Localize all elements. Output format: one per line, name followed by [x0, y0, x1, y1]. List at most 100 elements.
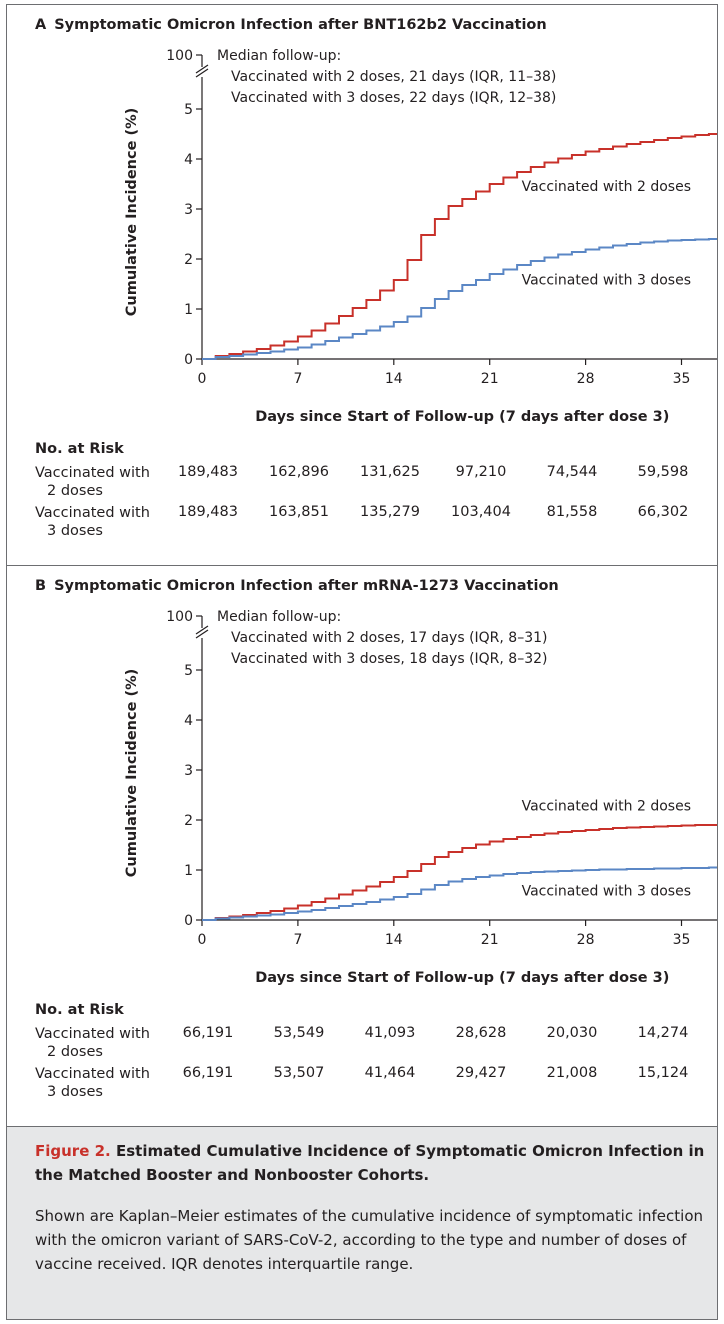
risk-value: 162,896 [269, 464, 329, 480]
y-tick-label: 0 [184, 352, 193, 368]
x-tick-label: 35 [673, 932, 691, 948]
x-tick-label: 28 [577, 371, 595, 387]
risk-label-line2: 3 doses [47, 523, 103, 539]
figure-frame [6, 4, 718, 1320]
risk-row-b-2doses: Vaccinated with 2 doses 66,191 53,549 41,… [35, 1025, 715, 1065]
risk-value: 41,093 [364, 1025, 416, 1041]
risk-value: 53,507 [273, 1065, 325, 1081]
risk-value: 74,544 [546, 464, 598, 480]
followup-3-doses: Vaccinated with 3 doses, 18 days (IQR, 8… [231, 651, 548, 667]
risk-value: 131,625 [360, 464, 420, 480]
y-tick-label: 4 [184, 152, 193, 168]
x-tick-label: 21 [481, 932, 499, 948]
risk-label-line2: 2 doses [47, 483, 103, 499]
risk-value: 81,558 [546, 504, 598, 520]
risk-label-line1: Vaccinated with [35, 505, 150, 521]
risk-value: 97,210 [455, 464, 507, 480]
risk-value: 135,279 [360, 504, 420, 520]
risk-value: 103,404 [451, 504, 511, 520]
y-tick-label: 3 [184, 202, 193, 218]
risk-value: 66,191 [182, 1065, 234, 1081]
caption-divider [7, 1126, 717, 1127]
panel-b-title-text: Symptomatic Omicron Infection after mRNA… [54, 578, 559, 594]
series-line-2-doses [202, 824, 717, 921]
y-tick-label: 1 [184, 863, 193, 879]
risk-value: 189,483 [178, 464, 238, 480]
x-tick-label: 7 [293, 371, 302, 387]
caption-title: Figure 2. Estimated Cumulative Incidence… [35, 1139, 705, 1187]
axis-break-mark [195, 629, 209, 639]
y-tick-label: 100 [166, 609, 193, 625]
risk-table-a-header: No. at Risk [35, 441, 124, 457]
followup-heading: Median follow-up: [217, 48, 341, 64]
risk-label-line1: Vaccinated with [35, 465, 150, 481]
x-tick-label: 35 [673, 371, 691, 387]
x-tick-label: 0 [198, 371, 207, 387]
x-tick-label: 14 [385, 371, 403, 387]
risk-value: 189,483 [178, 504, 238, 520]
y-axis-label: Cumulative Incidence (%) [124, 108, 140, 316]
risk-value: 66,191 [182, 1025, 234, 1041]
chart-a: 0 1 2 3 4 5 100 0 7 14 21 28 35 Days since Start of F… [124, 48, 717, 425]
x-tick-label: 0 [198, 932, 207, 948]
series-line-3-doses [202, 866, 717, 921]
chart-b: 0 1 2 3 4 5 100 0 7 14 21 28 35 Days since Start of F… [124, 609, 717, 986]
panel-a: A Symptomatic Omicron Infection after BNT… [7, 5, 717, 564]
risk-value: 41,464 [364, 1065, 416, 1081]
followup-3-doses: Vaccinated with 3 doses, 22 days (IQR, 1… [231, 90, 556, 106]
risk-label-line1: Vaccinated with [35, 1026, 150, 1042]
risk-value: 66,302 [637, 504, 689, 520]
risk-label-line2: 3 doses [47, 1084, 103, 1100]
x-tick-label: 28 [577, 932, 595, 948]
y-tick-label: 5 [184, 663, 193, 679]
risk-label: Vaccinated with 3 doses [35, 504, 170, 540]
series-label-3-doses: Vaccinated with 3 doses [522, 273, 691, 289]
axis-break-mark [195, 625, 209, 635]
followup-2-doses: Vaccinated with 2 doses, 21 days (IQR, 1… [231, 69, 556, 85]
x-tick-label: 21 [481, 371, 499, 387]
risk-table-a: No. at Risk Vaccinated with 2 doses 189,4… [35, 441, 688, 539]
panel-b: B Symptomatic Omicron Infection after mRN… [7, 566, 717, 1125]
risk-table-b: No. at Risk Vaccinated with 2 doses 66,19… [35, 1002, 688, 1100]
risk-label-line2: 2 doses [47, 1044, 103, 1060]
y-tick-label: 3 [184, 763, 193, 779]
y-tick-label: 2 [184, 252, 193, 268]
risk-label: Vaccinated with 2 doses [35, 464, 170, 500]
series-line-2-doses [202, 133, 717, 360]
risk-table-b-header: No. at Risk [35, 1002, 124, 1018]
risk-value: 20,030 [546, 1025, 598, 1041]
panel-a-letter: A [35, 17, 47, 33]
x-axis-label: Days since Start of Follow-up (7 days af… [255, 970, 669, 986]
panel-b-title: B Symptomatic Omicron Infection after mRN… [35, 578, 559, 594]
followup-2-doses: Vaccinated with 2 doses, 17 days (IQR, 8… [231, 630, 548, 646]
risk-row-b-3doses: Vaccinated with 3 doses 66,191 53,507 41,… [35, 1065, 715, 1105]
series-label-3-doses: Vaccinated with 3 doses [522, 884, 691, 900]
risk-value: 53,549 [273, 1025, 325, 1041]
series-line-3-doses [202, 238, 717, 360]
y-tick-label: 0 [184, 913, 193, 929]
x-tick-label: 7 [293, 932, 302, 948]
risk-value: 29,427 [455, 1065, 507, 1081]
panel-a-title: A Symptomatic Omicron Infection after BNT… [35, 17, 547, 33]
risk-label: Vaccinated with 3 doses [35, 1065, 170, 1101]
x-tick-label: 14 [385, 932, 403, 948]
panel-a-title-text: Symptomatic Omicron Infection after BNT1… [54, 17, 547, 33]
risk-value: 14,274 [637, 1025, 689, 1041]
y-tick-label: 100 [166, 48, 193, 64]
panel-divider [7, 565, 717, 566]
risk-label: Vaccinated with 2 doses [35, 1025, 170, 1061]
y-axis-label: Cumulative Incidence (%) [124, 669, 140, 877]
panel-b-letter: B [35, 578, 47, 594]
risk-value: 59,598 [637, 464, 689, 480]
risk-row-a-3doses: Vaccinated with 3 doses 189,483 163,851 1… [35, 504, 715, 544]
axis-break-mark [195, 64, 209, 74]
series-label-2-doses: Vaccinated with 2 doses [522, 799, 691, 815]
risk-value: 21,008 [546, 1065, 598, 1081]
risk-value: 15,124 [637, 1065, 689, 1081]
figure-label: Figure 2. [35, 1142, 111, 1160]
risk-row-a-2doses: Vaccinated with 2 doses 189,483 162,896 1… [35, 464, 715, 504]
axis-break-mark [195, 68, 209, 78]
risk-value: 28,628 [455, 1025, 507, 1041]
y-tick-label: 5 [184, 102, 193, 118]
y-tick-label: 1 [184, 302, 193, 318]
